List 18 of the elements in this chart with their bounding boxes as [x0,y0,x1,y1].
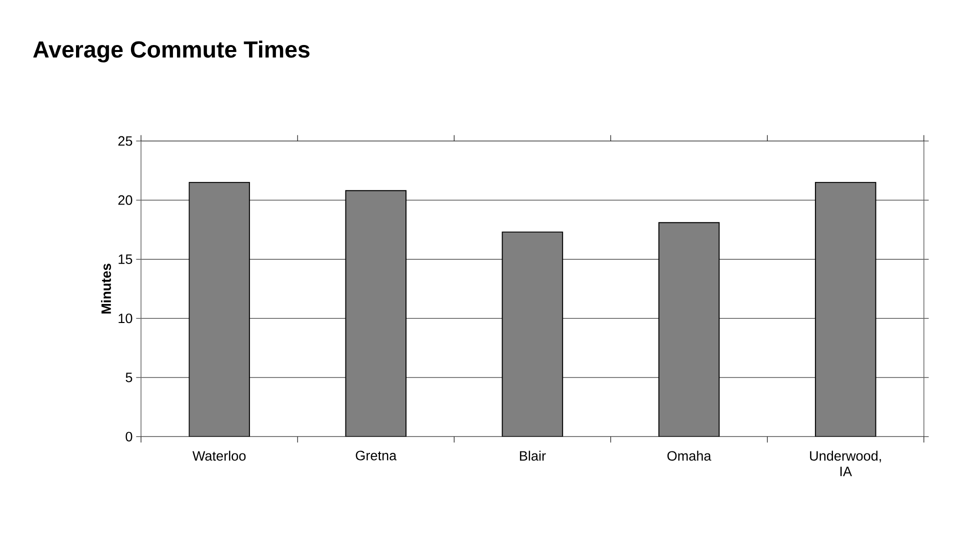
x-tick-label: Blair [520,450,546,460]
x-tick-label: Waterloo [192,450,246,460]
y-tick-label: 10 [118,313,132,323]
y-tick-label: 15 [118,254,132,264]
y-tick-label: 25 [118,136,132,146]
y-axis-title: Minutes [101,264,111,314]
y-tick-label: 0 [126,432,132,442]
bar [345,190,407,436]
bar [814,182,876,436]
y-tick-label: 20 [118,195,132,205]
bar [502,231,564,436]
chart-title: Average Commute Times [33,40,310,62]
bar [188,182,250,436]
x-tick-label: Gretna [356,450,397,460]
x-tick-label: Underwood, IA [810,450,881,476]
x-tick-label: Omaha [667,450,712,460]
bar [658,222,720,436]
y-tick-label: 5 [126,372,132,382]
